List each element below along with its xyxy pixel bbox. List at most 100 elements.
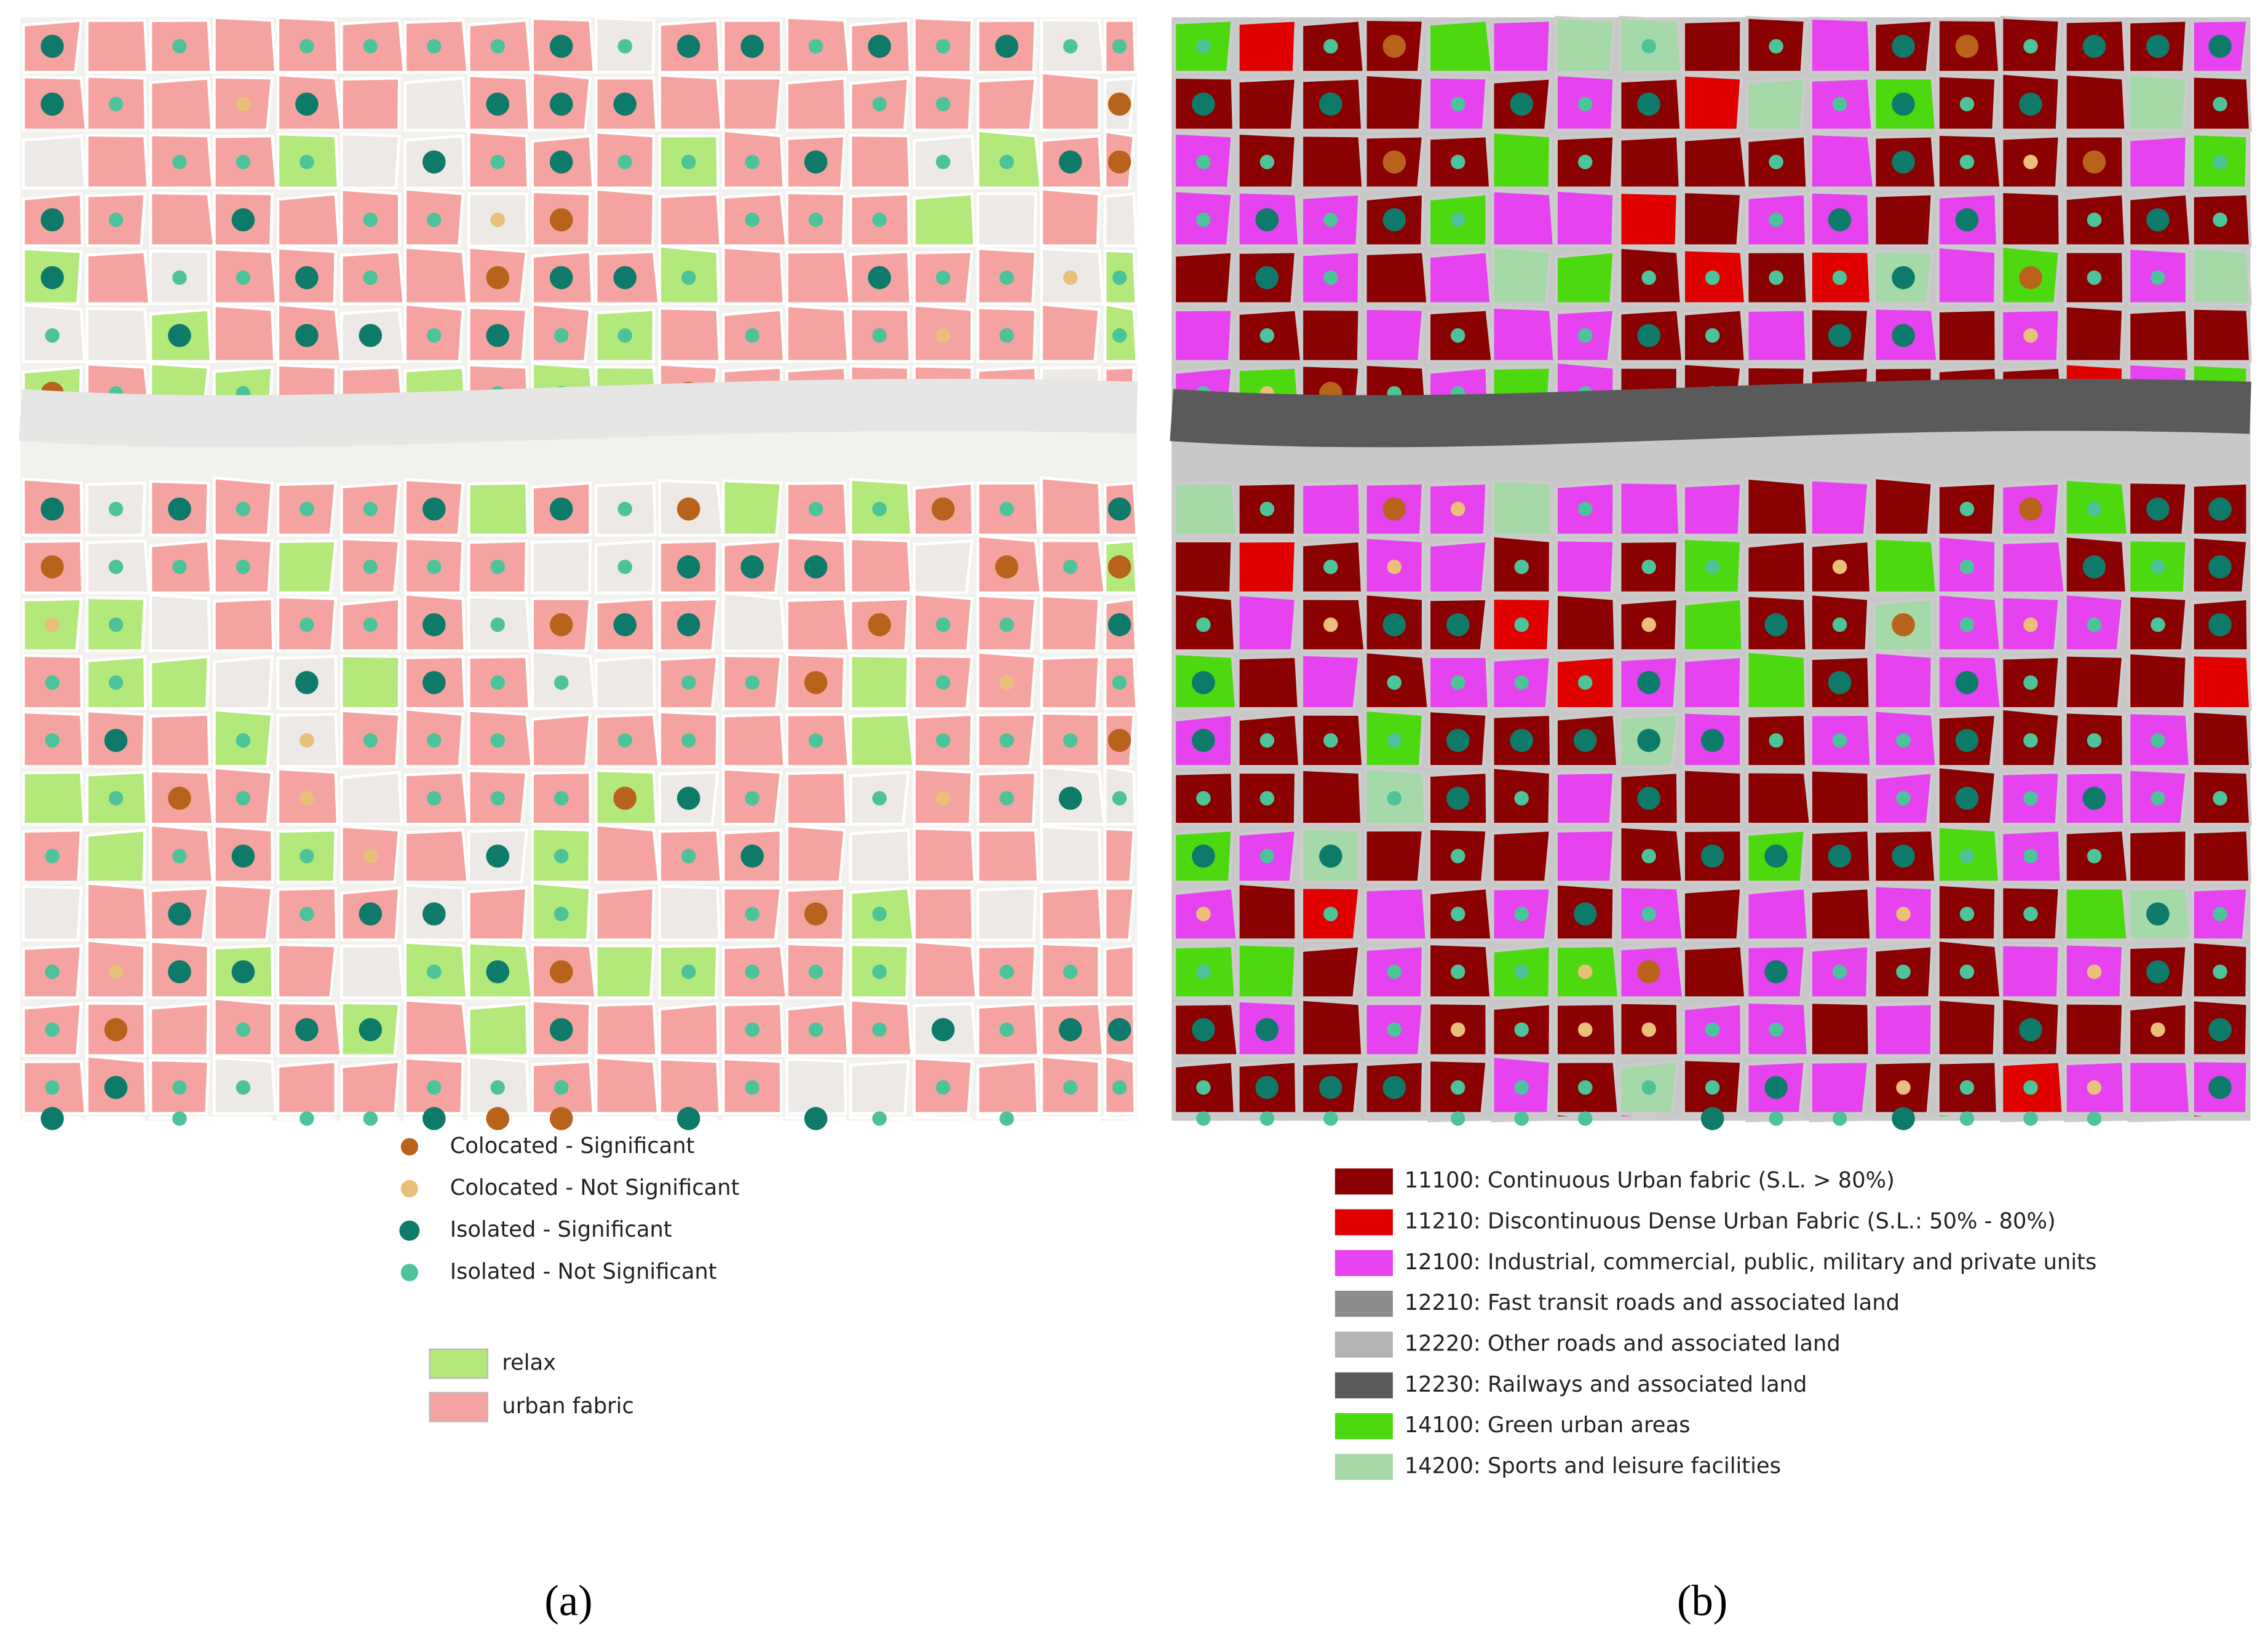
block [721, 479, 783, 537]
point [554, 906, 569, 921]
legend-a: Colocated - Significant Colocated - Not S… [399, 1133, 739, 1422]
block [976, 1060, 1040, 1116]
block [785, 76, 848, 132]
point [1959, 849, 1975, 863]
block [1618, 480, 1681, 537]
point [935, 154, 951, 170]
point [1192, 671, 1215, 694]
point [935, 39, 951, 54]
point [613, 266, 637, 290]
block [1873, 651, 1934, 710]
point [1387, 791, 1402, 806]
point [1896, 964, 1911, 980]
point [359, 323, 383, 347]
block [339, 1060, 401, 1116]
point [299, 39, 314, 54]
point [872, 791, 887, 806]
block [2127, 651, 2189, 710]
point [935, 1080, 951, 1095]
point [295, 671, 319, 694]
block [1555, 592, 1617, 652]
block [2191, 306, 2252, 363]
block [1809, 1001, 1871, 1058]
point [2019, 497, 2042, 521]
point [745, 1022, 759, 1037]
block [1937, 245, 1997, 306]
point [422, 613, 446, 636]
caption-a: (a) [544, 1577, 592, 1625]
point [740, 555, 764, 579]
point [1255, 266, 1279, 290]
point [2208, 555, 2232, 579]
point [427, 560, 442, 574]
point [1255, 1076, 1279, 1100]
block [2191, 709, 2252, 768]
railway [1170, 378, 2251, 448]
point [1637, 787, 1660, 810]
point [422, 1107, 446, 1130]
point [1892, 266, 1915, 290]
point [1319, 844, 1342, 868]
point [1063, 1080, 1078, 1095]
block [149, 1002, 210, 1058]
point [1832, 733, 1847, 748]
point [999, 964, 1014, 980]
point [363, 270, 378, 285]
point [1514, 1111, 1529, 1126]
point [1450, 328, 1465, 343]
point [1450, 906, 1465, 921]
point [554, 328, 569, 343]
block [976, 886, 1037, 941]
block [594, 886, 656, 941]
point [935, 617, 951, 632]
block [721, 713, 787, 768]
point [168, 960, 191, 984]
point [490, 617, 506, 632]
point [236, 1022, 251, 1037]
block [2000, 190, 2062, 248]
point [2023, 328, 2038, 343]
point [1769, 212, 1783, 228]
point [45, 675, 60, 690]
block [1103, 192, 1138, 248]
point [1387, 1022, 1402, 1037]
point [359, 902, 383, 926]
point [1450, 964, 1465, 980]
point [613, 787, 637, 810]
block [339, 944, 405, 999]
point [1108, 497, 1132, 521]
point [999, 1111, 1014, 1126]
point [490, 154, 506, 170]
point [427, 1080, 442, 1095]
point [1705, 1080, 1720, 1095]
point [1641, 1022, 1656, 1037]
point [41, 555, 64, 579]
block [276, 539, 338, 595]
block [276, 1060, 338, 1116]
block [213, 597, 276, 652]
point [363, 733, 378, 748]
block [1491, 478, 1553, 537]
point [41, 497, 64, 521]
point [1577, 1022, 1593, 1037]
legend-swatch [429, 1392, 489, 1422]
point [2213, 906, 2227, 921]
block [1300, 133, 1365, 190]
point [1196, 1080, 1211, 1095]
block [85, 1116, 146, 1122]
block [22, 884, 83, 941]
block [1682, 18, 1743, 74]
block [85, 307, 151, 363]
point [935, 97, 951, 112]
legend-label: relax [502, 1350, 556, 1376]
point [2146, 902, 2170, 926]
block [531, 713, 592, 768]
block [85, 133, 149, 190]
point [1832, 97, 1847, 112]
point [104, 1076, 128, 1100]
point [2019, 266, 2042, 290]
point [1641, 39, 1656, 54]
legend-symbol [399, 1220, 420, 1241]
railway [18, 378, 1138, 448]
